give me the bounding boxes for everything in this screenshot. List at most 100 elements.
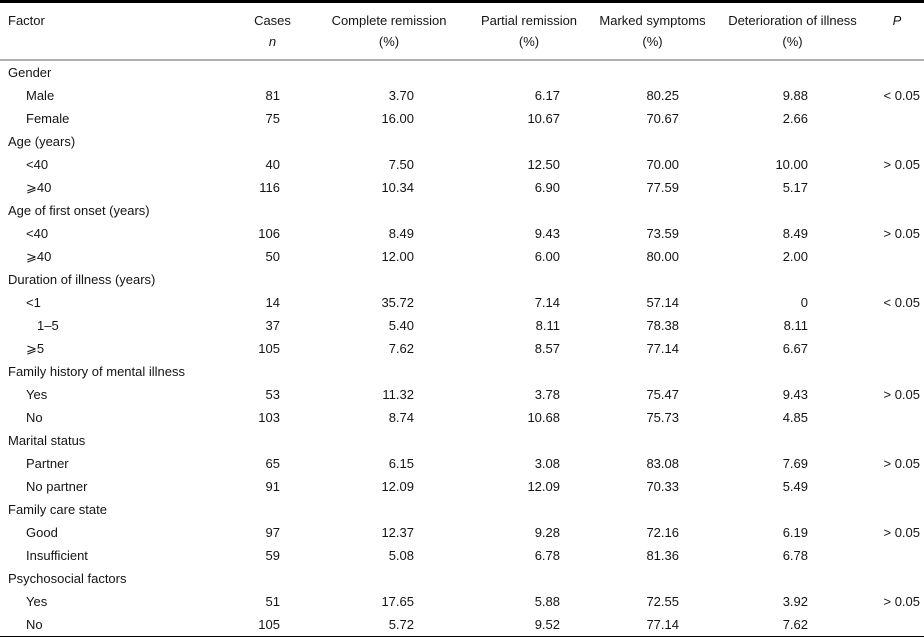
- table-row: <40 40 7.50 12.50 70.00 10.00 > 0.05: [0, 153, 924, 176]
- category-row: Marital status: [0, 429, 924, 452]
- p-value-cell: < 0.05: [883, 295, 920, 310]
- p-value-cell: > 0.05: [883, 456, 920, 471]
- column-subheader-partial-pct: (%): [518, 34, 540, 49]
- factor-cell: Good: [26, 525, 58, 540]
- table-row: ⩾40 116 10.34 6.90 77.59 5.17: [0, 176, 924, 199]
- column-header-marked-symptoms: Marked symptoms (%): [590, 1, 715, 61]
- factor-cell: Age (years): [8, 134, 76, 149]
- marked-symptoms-cell: 70.33: [646, 479, 679, 494]
- p-value-cell: [870, 176, 924, 199]
- deterioration-cell: 6.78: [782, 548, 808, 563]
- p-value-cell: [870, 314, 924, 337]
- deterioration-cell: 6.67: [782, 341, 808, 356]
- cases-cell: 103: [258, 410, 280, 425]
- cases-cell: 81: [265, 88, 280, 103]
- marked-symptoms-cell: 81.36: [646, 548, 679, 563]
- partial-remission-cell: 10.68: [527, 410, 560, 425]
- cases-cell: 106: [258, 226, 280, 241]
- p-value-cell: [870, 337, 924, 360]
- column-subheader-marked-pct: (%): [642, 34, 663, 49]
- factor-cell: Gender: [8, 65, 52, 80]
- factor-cell: <40: [26, 157, 49, 172]
- cases-cell: 50: [265, 249, 280, 264]
- p-value-cell: > 0.05: [883, 387, 920, 402]
- table-row: Yes 51 17.65 5.88 72.55 3.92 > 0.05: [0, 590, 924, 613]
- category-row: Duration of illness (years): [0, 268, 924, 291]
- complete-remission-cell: 3.70: [388, 88, 414, 103]
- factor-cell: Family history of mental illness: [8, 364, 185, 379]
- marked-symptoms-cell: 70.67: [646, 111, 679, 126]
- partial-remission-cell: 10.67: [527, 111, 560, 126]
- marked-symptoms-cell: 77.59: [646, 180, 679, 195]
- factor-cell: <1: [26, 295, 41, 310]
- p-value-cell: [870, 406, 924, 429]
- table-row: No 103 8.74 10.68 75.73 4.85: [0, 406, 924, 429]
- marked-symptoms-cell: 70.00: [646, 157, 679, 172]
- complete-remission-cell: 6.15: [388, 456, 414, 471]
- p-value-cell: [870, 107, 924, 130]
- p-value-cell: > 0.05: [883, 157, 920, 172]
- cases-cell: 37: [265, 318, 280, 333]
- category-row: Family history of mental illness: [0, 360, 924, 383]
- deterioration-cell: 5.17: [782, 180, 808, 195]
- p-value-cell: > 0.05: [883, 594, 920, 609]
- cases-cell: 91: [265, 479, 280, 494]
- cases-cell: 65: [265, 456, 280, 471]
- partial-remission-cell: 6.00: [534, 249, 560, 264]
- marked-symptoms-cell: 75.47: [646, 387, 679, 402]
- table-row: Good 97 12.37 9.28 72.16 6.19 > 0.05: [0, 521, 924, 544]
- p-value-cell: < 0.05: [883, 88, 920, 103]
- partial-remission-cell: 6.90: [534, 180, 560, 195]
- column-subheader-complete-pct: (%): [378, 34, 400, 49]
- table-row: Male 81 3.70 6.17 80.25 9.88 < 0.05: [0, 84, 924, 107]
- column-header-complete-remission: Complete remission (%): [310, 1, 468, 61]
- column-header-p: P: [870, 1, 924, 61]
- factor-cell: <40: [26, 226, 49, 241]
- category-row: Gender: [0, 60, 924, 84]
- deterioration-cell: 2.00: [782, 249, 808, 264]
- partial-remission-cell: 8.57: [534, 341, 560, 356]
- partial-remission-cell: 6.17: [534, 88, 560, 103]
- factor-cell: ⩾5: [26, 341, 45, 356]
- complete-remission-cell: 8.49: [388, 226, 414, 241]
- marked-symptoms-cell: 75.73: [646, 410, 679, 425]
- table-row: No 105 5.72 9.52 77.14 7.62: [0, 613, 924, 637]
- column-header-deterioration-label: Deterioration of illness: [728, 13, 857, 28]
- cases-cell: 105: [258, 341, 280, 356]
- table-row: Partner 65 6.15 3.08 83.08 7.69 > 0.05: [0, 452, 924, 475]
- factor-cell: 1–5: [37, 318, 59, 333]
- factor-cell: Partner: [26, 456, 69, 471]
- cases-cell: 40: [265, 157, 280, 172]
- table-row: Yes 53 11.32 3.78 75.47 9.43 > 0.05: [0, 383, 924, 406]
- cases-cell: 105: [258, 617, 280, 632]
- deterioration-cell: 5.49: [782, 479, 808, 494]
- marked-symptoms-cell: 80.00: [646, 249, 679, 264]
- column-header-cases-label: Cases: [254, 13, 291, 28]
- category-row: Age (years): [0, 130, 924, 153]
- column-header-partial-remission: Partial remission (%): [468, 1, 590, 61]
- complete-remission-cell: 10.34: [381, 180, 414, 195]
- complete-remission-cell: 12.09: [381, 479, 414, 494]
- marked-symptoms-cell: 72.55: [646, 594, 679, 609]
- complete-remission-cell: 17.65: [381, 594, 414, 609]
- p-value-cell: [870, 613, 924, 637]
- complete-remission-cell: 5.08: [388, 548, 414, 563]
- cases-cell: 59: [265, 548, 280, 563]
- partial-remission-cell: 9.52: [534, 617, 560, 632]
- partial-remission-cell: 3.08: [534, 456, 560, 471]
- factor-cell: Family care state: [8, 502, 107, 517]
- factor-cell: Yes: [26, 594, 48, 609]
- marked-symptoms-cell: 77.14: [646, 341, 679, 356]
- factor-cell: Duration of illness (years): [8, 272, 156, 287]
- partial-remission-cell: 6.78: [534, 548, 560, 563]
- partial-remission-cell: 3.78: [534, 387, 560, 402]
- factor-cell: No: [26, 410, 43, 425]
- column-header-p-label: P: [892, 13, 902, 28]
- category-row: Age of first onset (years): [0, 199, 924, 222]
- deterioration-cell: 2.66: [782, 111, 808, 126]
- column-header-factor: Factor: [0, 1, 235, 61]
- column-header-complete-remission-label: Complete remission: [331, 13, 447, 28]
- factor-cell: Female: [26, 111, 70, 126]
- table-row: 1–5 37 5.40 8.11 78.38 8.11: [0, 314, 924, 337]
